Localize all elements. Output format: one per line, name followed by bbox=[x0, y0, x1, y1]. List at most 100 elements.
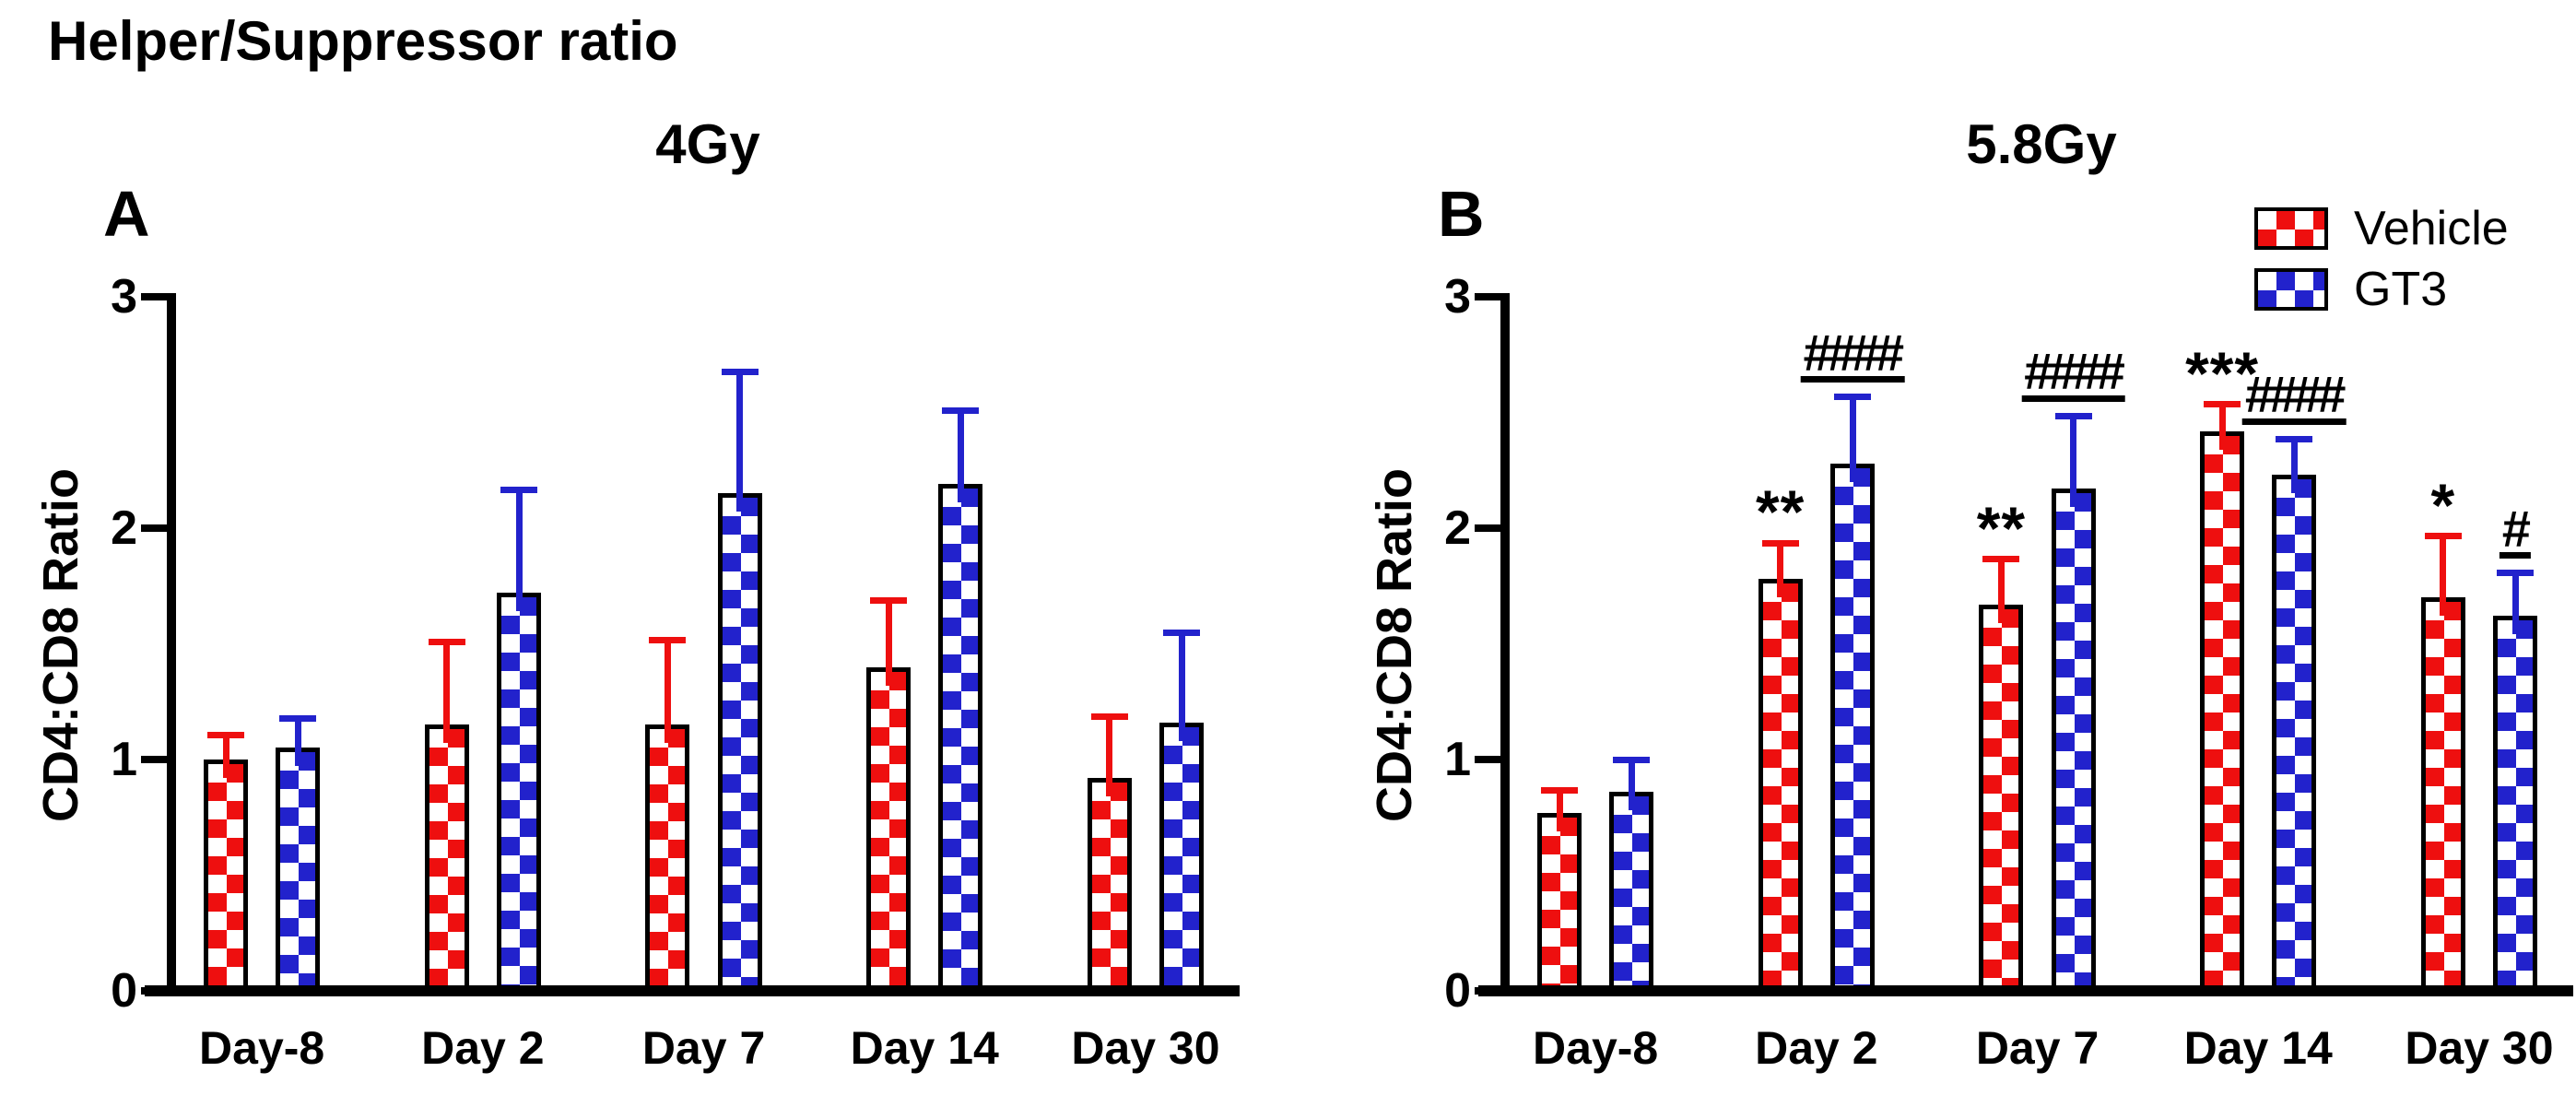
error-cap-vehicle-1 bbox=[428, 639, 465, 646]
bar-gt3-4 bbox=[1159, 722, 1205, 996]
error-cap-gt3-1 bbox=[500, 486, 537, 493]
error-bar-vehicle-3 bbox=[2218, 400, 2226, 450]
x-category-label-1: Day 2 bbox=[421, 1022, 545, 1074]
bar-vehicle-4 bbox=[2420, 597, 2465, 996]
error-bar-gt3-3 bbox=[2290, 435, 2298, 494]
gt3-checker-swatch bbox=[2254, 268, 2328, 311]
error-bar-gt3-0 bbox=[294, 715, 301, 767]
bar-gt3-0 bbox=[1609, 792, 1654, 996]
significance-gt3-2: #### bbox=[2021, 345, 2125, 402]
y-tick-label-1: 1 bbox=[1444, 733, 1471, 786]
x-category-label-2: Day 7 bbox=[641, 1022, 766, 1074]
significance-gt3-3: #### bbox=[2242, 369, 2347, 425]
error-cap-vehicle-2 bbox=[1982, 556, 2020, 563]
y-tick-label-3: 3 bbox=[111, 270, 137, 324]
bar-vehicle-1 bbox=[1758, 579, 1803, 996]
significance-gt3-4: # bbox=[2500, 502, 2532, 559]
bar-gt3-1 bbox=[497, 593, 541, 996]
y-tick-3 bbox=[141, 293, 176, 300]
error-cap-vehicle-2 bbox=[649, 636, 687, 643]
error-cap-vehicle-3 bbox=[870, 597, 908, 605]
error-bar-gt3-2 bbox=[736, 368, 744, 512]
legend: Vehicle GT3 bbox=[2254, 205, 2509, 326]
bar-vehicle-2 bbox=[1979, 604, 2024, 996]
bar-vehicle-4 bbox=[1087, 778, 1132, 996]
error-cap-gt3-4 bbox=[2497, 570, 2535, 577]
y-tick-2 bbox=[141, 524, 176, 532]
significance-gt3-1: #### bbox=[1800, 326, 1905, 383]
vehicle-checker-swatch bbox=[2254, 207, 2328, 250]
bar-gt3-3 bbox=[938, 484, 983, 996]
error-bar-gt3-0 bbox=[1628, 757, 1635, 811]
error-cap-vehicle-4 bbox=[1090, 712, 1128, 720]
bar-vehicle-3 bbox=[866, 666, 912, 996]
significance-vehicle-1: ** bbox=[1756, 477, 1806, 547]
error-bar-gt3-4 bbox=[2511, 570, 2519, 635]
y-tick-2 bbox=[1475, 524, 1510, 532]
legend-label-vehicle: Vehicle bbox=[2354, 202, 2509, 255]
x-category-label-4: Day 30 bbox=[2405, 1022, 2554, 1074]
bar-vehicle-0 bbox=[204, 760, 248, 996]
bar-gt3-3 bbox=[2272, 475, 2317, 996]
error-cap-vehicle-3 bbox=[2204, 400, 2241, 407]
bar-gt3-2 bbox=[2051, 489, 2096, 996]
error-cap-gt3-2 bbox=[721, 368, 759, 375]
x-category-label-3: Day 14 bbox=[2183, 1022, 2333, 1074]
figure-title: Helper/Suppressor ratio bbox=[48, 10, 678, 72]
legend-item-vehicle: Vehicle bbox=[2254, 205, 2509, 253]
error-cap-gt3-3 bbox=[2276, 435, 2313, 442]
panel-b-letter: B bbox=[1438, 178, 1485, 250]
error-bar-gt3-1 bbox=[1849, 394, 1856, 482]
x-axis-line bbox=[145, 985, 1240, 996]
error-bar-vehicle-2 bbox=[1997, 556, 2005, 623]
error-bar-vehicle-4 bbox=[1106, 712, 1113, 797]
error-bar-vehicle-0 bbox=[222, 731, 229, 778]
bar-vehicle-0 bbox=[1537, 812, 1582, 996]
bar-gt3-1 bbox=[1830, 463, 1875, 996]
panel-a-letter: A bbox=[103, 178, 150, 250]
error-cap-gt3-0 bbox=[279, 715, 317, 723]
significance-vehicle-4: * bbox=[2430, 470, 2456, 539]
error-bar-gt3-3 bbox=[957, 407, 964, 503]
error-bar-vehicle-4 bbox=[2440, 533, 2447, 617]
panel-b-title: 5.8Gy bbox=[1966, 113, 2117, 175]
y-axis-line bbox=[1500, 293, 1510, 996]
error-bar-gt3-4 bbox=[1178, 630, 1185, 741]
legend-item-gt3: GT3 bbox=[2254, 265, 2509, 313]
x-category-label-2: Day 7 bbox=[1975, 1022, 2100, 1074]
error-bar-gt3-2 bbox=[2070, 412, 2077, 508]
error-cap-vehicle-1 bbox=[1761, 539, 1799, 547]
error-bar-vehicle-2 bbox=[664, 636, 671, 744]
error-cap-gt3-4 bbox=[1163, 630, 1201, 637]
bar-vehicle-1 bbox=[424, 724, 469, 996]
x-category-label-0: Day-8 bbox=[1533, 1022, 1659, 1074]
y-tick-label-2: 2 bbox=[111, 501, 137, 555]
error-cap-gt3-3 bbox=[942, 407, 980, 415]
bar-gt3-0 bbox=[276, 748, 321, 996]
bar-vehicle-2 bbox=[645, 724, 690, 996]
bar-gt3-4 bbox=[2493, 616, 2538, 996]
x-category-label-0: Day-8 bbox=[199, 1022, 325, 1074]
error-cap-vehicle-0 bbox=[1541, 787, 1578, 795]
error-bar-vehicle-3 bbox=[885, 597, 892, 686]
y-tick-label-2: 2 bbox=[1444, 501, 1471, 555]
error-cap-vehicle-4 bbox=[2424, 533, 2462, 540]
y-tick-label-0: 0 bbox=[1444, 964, 1471, 1018]
x-category-label-1: Day 2 bbox=[1755, 1022, 1878, 1074]
error-bar-vehicle-1 bbox=[443, 639, 451, 744]
error-bar-gt3-1 bbox=[515, 486, 523, 612]
bar-gt3-2 bbox=[717, 493, 762, 996]
y-tick-label-1: 1 bbox=[111, 733, 137, 786]
panel-a-title: 4Gy bbox=[655, 113, 760, 175]
significance-vehicle-2: ** bbox=[1976, 493, 2027, 562]
error-cap-gt3-0 bbox=[1613, 757, 1651, 764]
y-tick-1 bbox=[141, 756, 176, 763]
y-tick-label-0: 0 bbox=[111, 964, 137, 1018]
bar-vehicle-3 bbox=[2200, 430, 2245, 996]
error-cap-gt3-2 bbox=[2054, 412, 2092, 419]
y-tick-1 bbox=[1475, 756, 1510, 763]
